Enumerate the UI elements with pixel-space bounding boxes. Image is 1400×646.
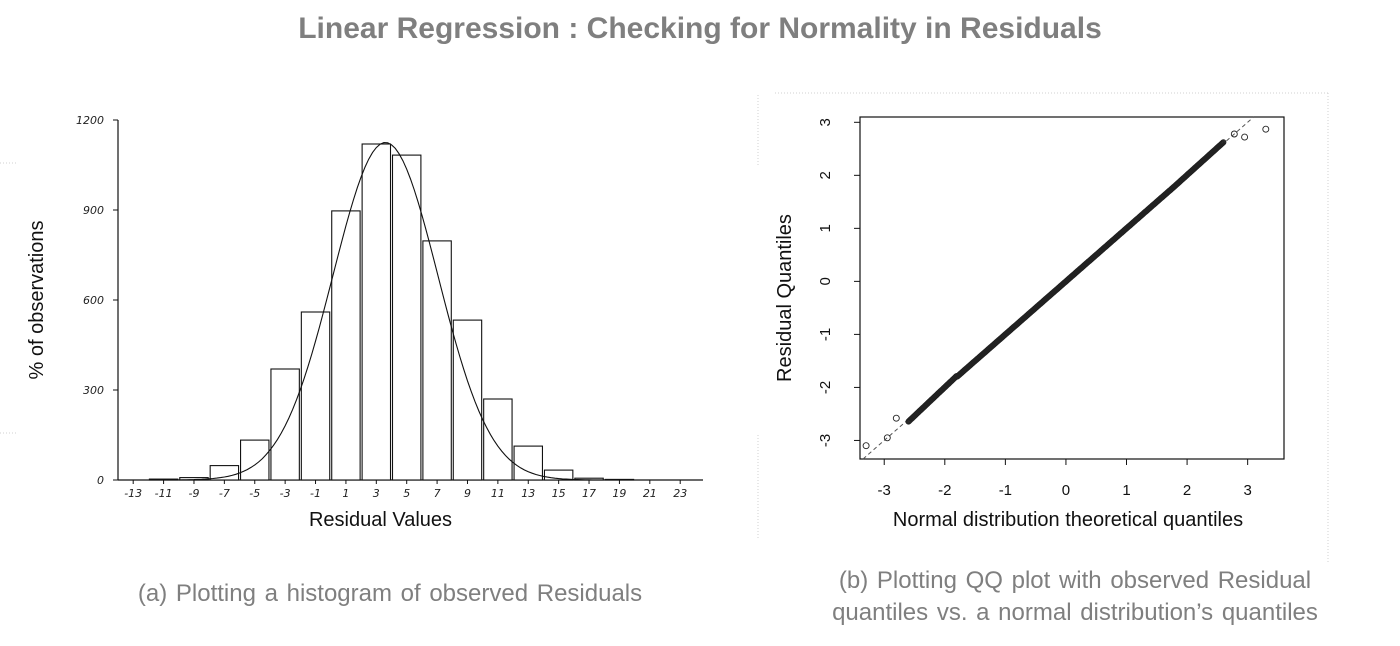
hist-bar [300,311,331,481]
hist-x-tick-label: 1 [342,487,349,500]
qq-point [892,414,900,422]
qq-y-tick-label: 3 [817,118,834,126]
hist-x-tick-label: -5 [249,487,260,500]
qq-x-tick-label: 1 [1122,482,1130,499]
hist-x-tick-label: -3 [280,487,291,500]
hist-bar [391,154,422,481]
caption-qq-plot: (b) Plotting QQ plot with observed Resid… [770,565,1380,629]
qq-x-tick-label: 2 [1183,482,1191,499]
hist-density-curve [133,142,665,481]
hist-x-tick-label: 3 [373,487,380,500]
hist-x-tick-label: 17 [582,487,596,500]
qq-x-tick-label: 0 [1062,482,1070,499]
hist-x-tick-label: 5 [403,487,410,500]
hist-x-tick-label: 9 [464,487,471,500]
qq-x-tick-label: -2 [938,482,951,499]
qq-y-tick-label: 0 [817,277,834,285]
hist-bar [483,398,513,481]
hist-x-tick-label: 13 [521,487,535,500]
hist-x-tick-label: -11 [155,487,173,500]
qq-y-tick-label: -2 [817,381,834,394]
qq-y-tick-label: -1 [817,328,834,341]
qq-point [1219,140,1226,147]
hist-x-tick-label: -9 [188,487,199,500]
qq-x-tick-label: -3 [878,482,891,499]
hist-x-tick-label: -13 [124,487,142,500]
qq-point [1262,125,1270,133]
hist-bar [240,439,270,481]
hist-x-tick-label: 23 [673,487,687,500]
hist-x-axis-title: Residual Values [309,509,452,531]
hist-bar [452,319,483,481]
hist-x-tick-label: 7 [434,487,441,500]
hist-bar [422,240,452,481]
hist-bar [543,469,574,481]
qq-x-tick-label: -1 [999,482,1012,499]
hist-bar [331,210,361,481]
hist-y-tick-label: 1200 [76,114,104,127]
hist-y-tick-label: 300 [83,384,104,397]
qq-x-tick-label: 3 [1243,482,1251,499]
qq-point [1230,130,1238,138]
hist-x-tick-label: 15 [552,487,566,500]
qq-plot-frame [859,116,1285,460]
qq-y-tick-label: -3 [817,434,834,447]
qq-point [883,434,891,442]
hist-y-axis-title: % of observations [26,221,48,380]
hist-y-tick-label: 0 [97,474,104,487]
hist-bar [361,143,392,481]
hist-x-tick-label: 21 [643,487,657,500]
qq-y-axis-title: Residual Quantiles [774,214,796,382]
caption-histogram: (a) Plotting a histogram of observed Res… [137,580,643,607]
caption-qq-line-2: quantiles vs. a normal distribution’s qu… [832,599,1318,626]
qq-y-tick-label: 2 [817,171,834,179]
hist-y-tick-label: 600 [83,294,104,307]
qq-y-tick-label: 1 [817,224,834,232]
hist-x-tick-label: -1 [310,487,321,500]
qq-point [1241,133,1249,141]
qq-point [862,442,870,450]
hist-x-tick-label: 11 [491,487,505,500]
page-title: Linear Regression : Checking for Normali… [298,12,1102,45]
caption-qq-line-1: (b) Plotting QQ plot with observed Resid… [838,567,1312,594]
hist-x-tick-label: 19 [612,487,626,500]
hist-y-tick-label: 900 [83,204,104,217]
hist-bar [270,368,300,481]
qq-point [1220,139,1227,146]
hist-bar [513,445,544,481]
qq-x-axis-title: Normal distribution theoretical quantile… [893,509,1243,531]
hist-x-tick-label: -7 [219,487,230,500]
